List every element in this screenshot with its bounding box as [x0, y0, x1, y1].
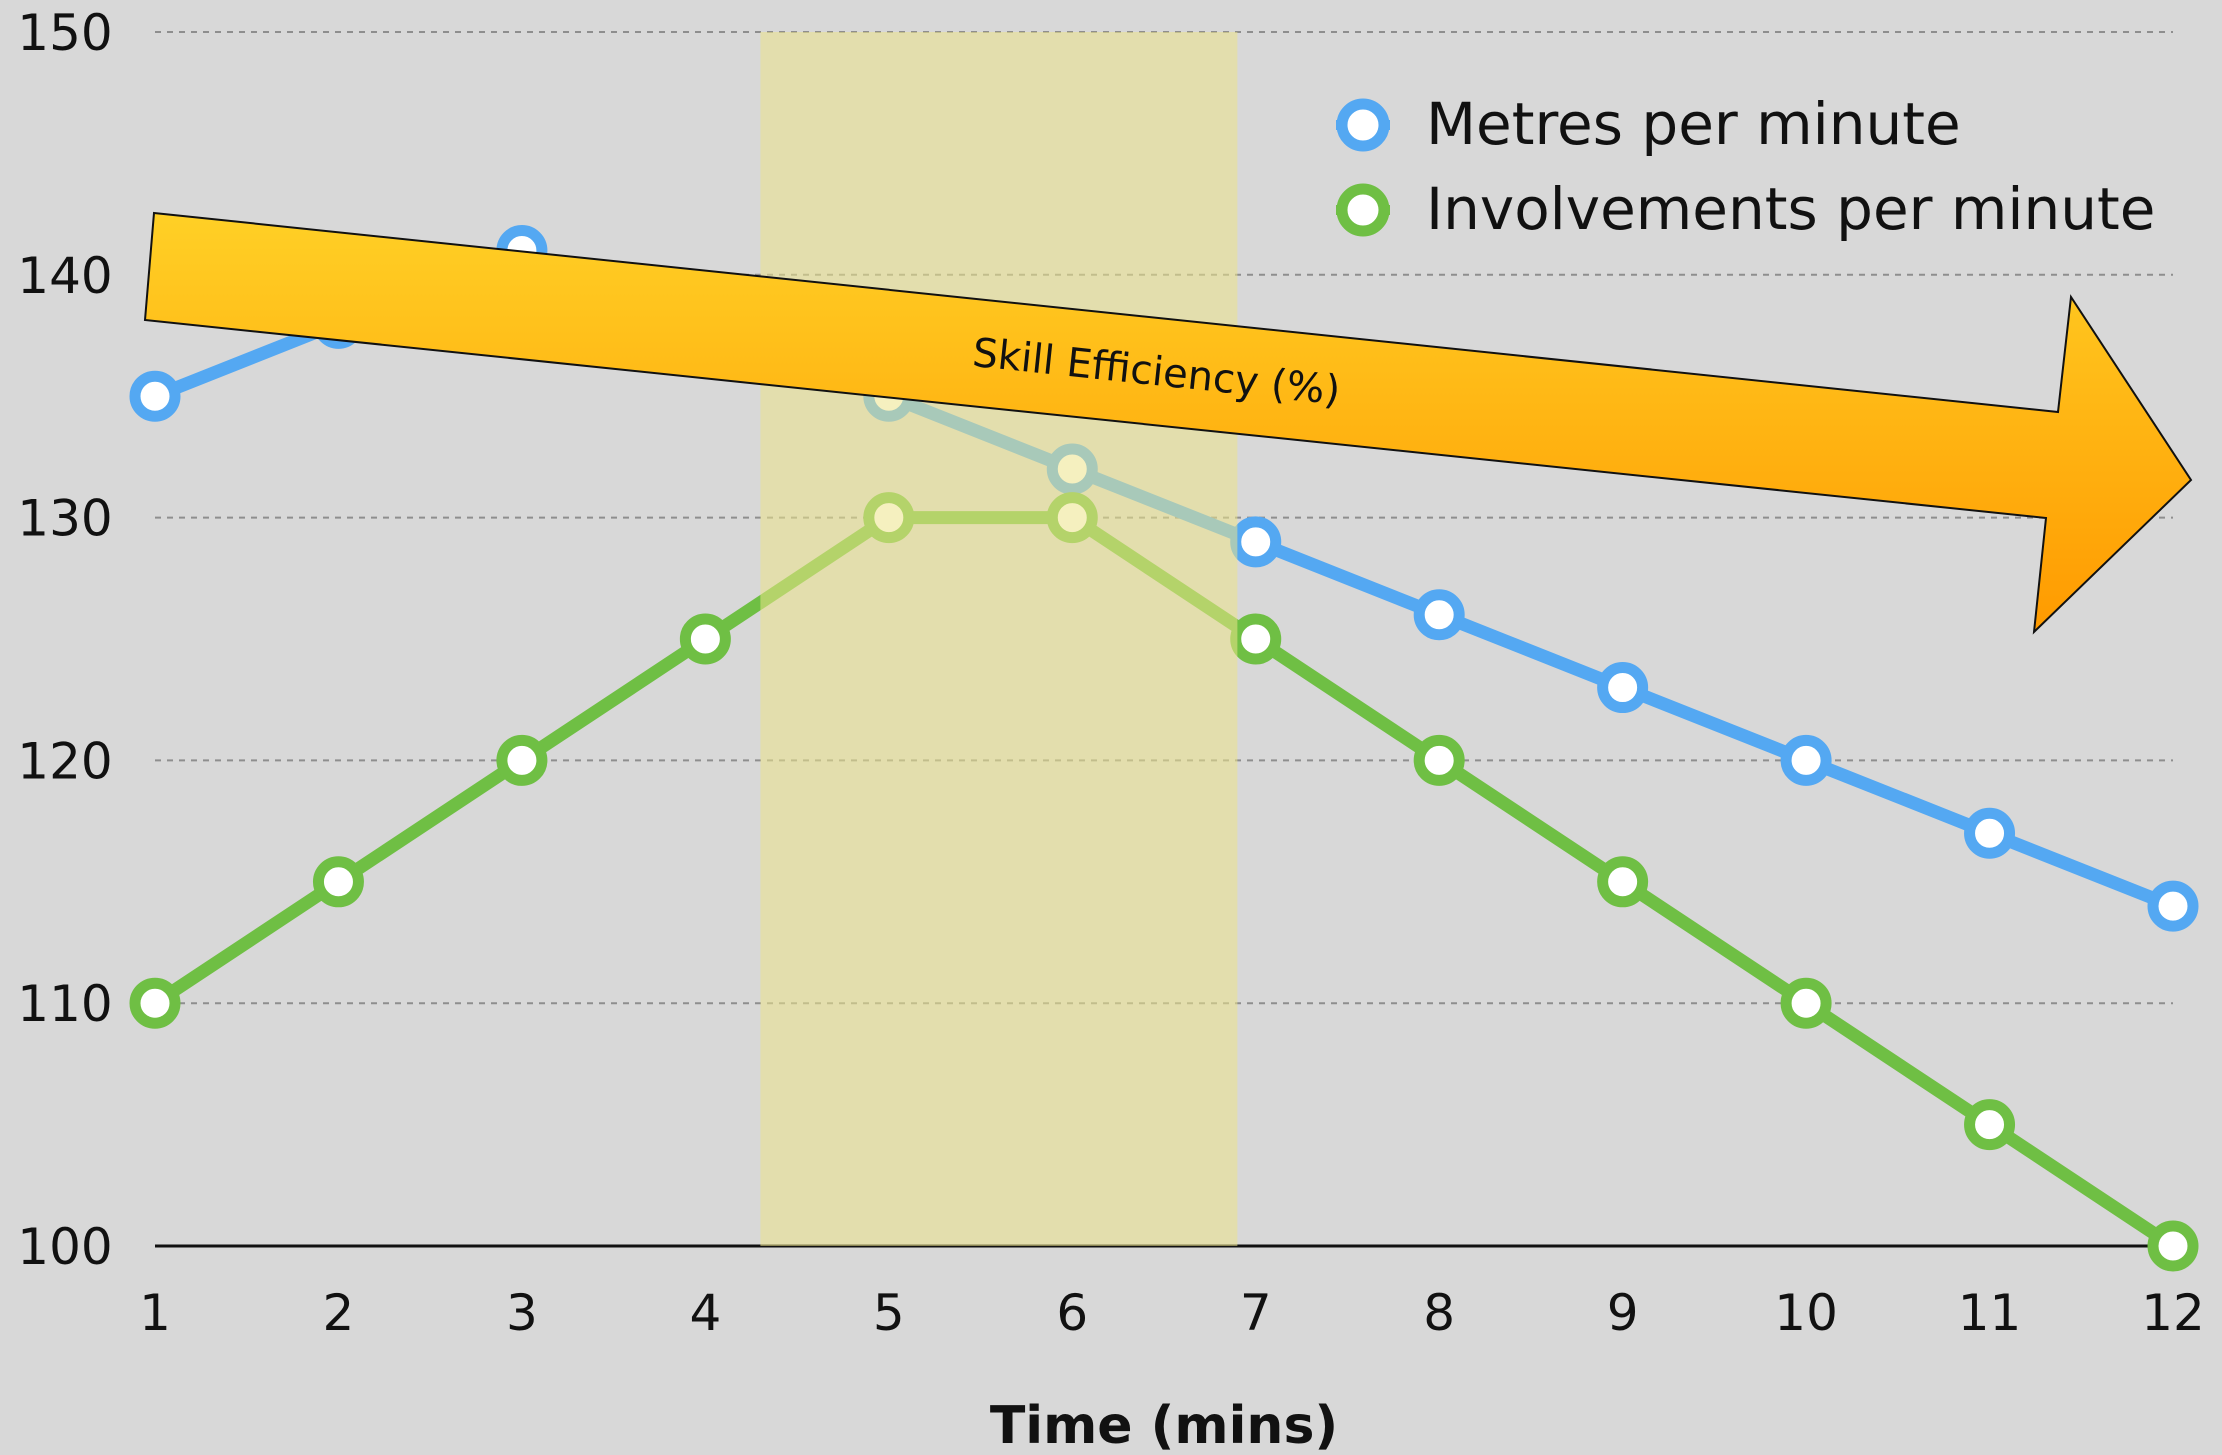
arrow-shape: [143, 211, 2193, 635]
data-point: [1230, 516, 1282, 568]
data-point: [129, 977, 181, 1029]
data-point: [1597, 662, 1649, 714]
x-tick-label: 7: [1240, 1284, 1272, 1342]
y-tick-label: 140: [17, 247, 112, 305]
legend-label-metres: Metres per minute: [1426, 90, 1961, 158]
x-tick-label: 3: [506, 1284, 538, 1342]
x-tick-label: 9: [1607, 1284, 1639, 1342]
x-axis-title: Time (mins): [990, 1396, 1338, 1455]
data-point: [496, 734, 548, 786]
x-tick-label: 5: [873, 1284, 905, 1342]
highlight-band: [760, 32, 1238, 1246]
data-point: [1780, 977, 1832, 1029]
x-tick-label: 6: [1056, 1284, 1088, 1342]
x-tick-label: 11: [1958, 1284, 2022, 1342]
data-point: [1780, 734, 1832, 786]
y-tick-label: 130: [17, 490, 112, 548]
data-point: [1413, 589, 1465, 641]
data-point: [2147, 1220, 2199, 1272]
legend: Metres per minute Involvements per minut…: [1336, 90, 2155, 243]
skill-efficiency-arrow: Skill Efficiency (%): [143, 211, 2193, 635]
y-axis-ticks: 100 110 120 130 140 150: [17, 4, 112, 1276]
data-point: [1597, 856, 1649, 908]
data-point: [129, 370, 181, 422]
x-tick-label: 2: [323, 1284, 355, 1342]
data-point: [679, 613, 731, 665]
x-tick-label: 4: [689, 1284, 721, 1342]
x-axis-ticks: 1 2 3 4 5 6 7 8 9 10 11 12: [139, 1284, 2205, 1342]
data-point: [1230, 613, 1282, 665]
data-point: [1964, 1099, 2016, 1151]
legend-item-involvements: Involvements per minute: [1336, 175, 2155, 243]
legend-marker: [1336, 98, 1390, 152]
x-tick-label: 12: [2141, 1284, 2205, 1342]
legend-marker: [1336, 183, 1390, 237]
x-tick-label: 8: [1423, 1284, 1455, 1342]
y-tick-label: 120: [17, 732, 112, 790]
data-point: [1964, 807, 2016, 859]
x-tick-label: 1: [139, 1284, 171, 1342]
y-tick-label: 150: [17, 4, 112, 62]
y-tick-label: 100: [17, 1218, 112, 1276]
y-tick-label: 110: [17, 975, 112, 1033]
x-tick-label: 10: [1774, 1284, 1838, 1342]
legend-label-involvements: Involvements per minute: [1426, 175, 2155, 243]
legend-item-metres: Metres per minute: [1336, 90, 1961, 158]
data-point: [1413, 734, 1465, 786]
data-point: [2147, 880, 2199, 932]
data-point: [312, 856, 364, 908]
